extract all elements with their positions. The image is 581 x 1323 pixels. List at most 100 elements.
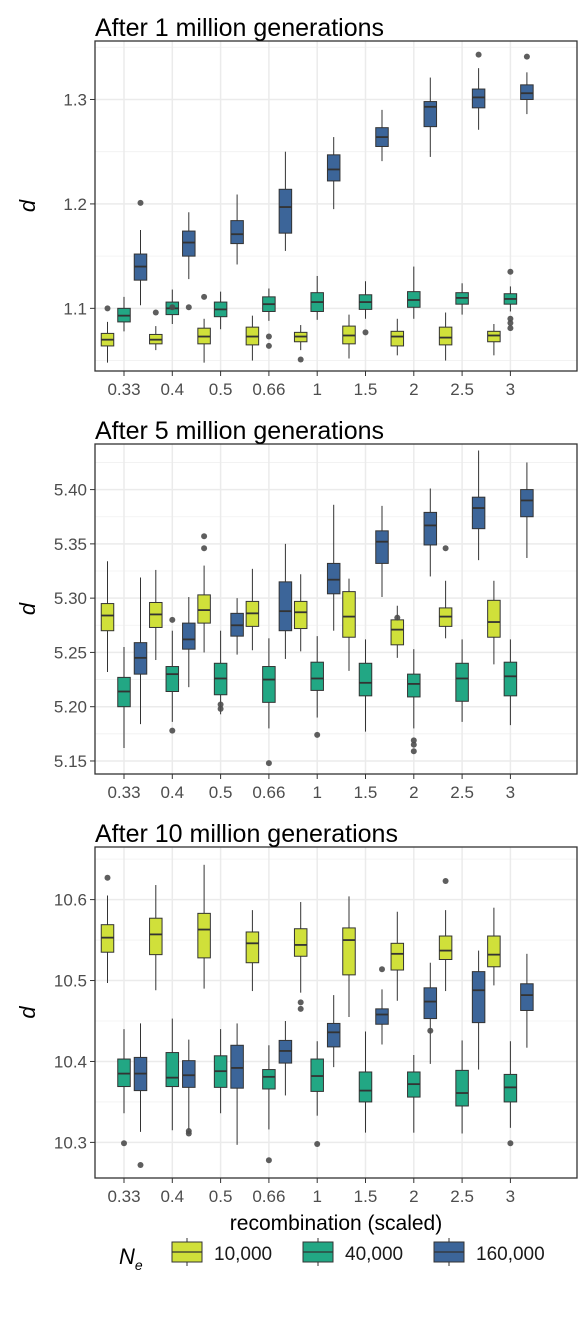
box-160000-0.4	[182, 212, 196, 311]
box-body	[182, 622, 196, 650]
x-tick-label: 1.5	[354, 380, 378, 399]
box-40000-0.4	[165, 1018, 180, 1131]
panel-title: After 5 million generations	[95, 417, 384, 445]
outlier-point	[362, 329, 369, 336]
box-10000-0.5	[197, 864, 211, 989]
x-tick-label: 3	[506, 380, 515, 399]
box-40000-0.4	[165, 616, 180, 734]
box-40000-0.4	[165, 289, 180, 325]
box-10000-0.5	[197, 533, 211, 653]
box-40000-0.5	[213, 1029, 228, 1114]
box-10000-0.33	[100, 874, 115, 983]
y-axis-label: d	[15, 602, 40, 615]
box-body	[326, 562, 341, 595]
box-40000-0.66	[262, 1045, 276, 1164]
box-160000-0.33	[133, 577, 148, 725]
box-40000-2	[407, 1054, 421, 1133]
box-body	[423, 987, 438, 1020]
box-body	[165, 666, 180, 693]
box-10000-2	[390, 605, 405, 658]
outlier-point	[152, 309, 159, 316]
box-160000-2.5	[471, 950, 486, 1070]
y-tick-label: 1.1	[63, 299, 87, 318]
box-40000-1.5	[358, 281, 373, 336]
outlier-point	[442, 877, 449, 884]
outlier-point	[507, 325, 514, 332]
box-body	[438, 935, 453, 960]
box-body	[423, 101, 438, 128]
box-10000-1.5	[342, 314, 356, 359]
x-tick-label: 0.33	[107, 380, 140, 399]
x-tick-label: 1	[312, 783, 321, 802]
outlier-point	[427, 1027, 434, 1034]
box-10000-0.4	[149, 885, 163, 991]
legend-item-40000: 40,000	[302, 1238, 403, 1266]
box-160000-2.5	[471, 51, 486, 130]
x-tick-label: 1.5	[354, 783, 378, 802]
x-tick-label: 0.4	[160, 783, 184, 802]
box-160000-2	[423, 77, 438, 157]
panel-border	[94, 443, 578, 775]
box-body	[358, 1071, 373, 1103]
box-body	[520, 489, 534, 518]
outlier-point	[169, 616, 176, 623]
box-10000-3	[487, 907, 501, 986]
box-40000-1	[310, 636, 324, 738]
outlier-point	[507, 319, 514, 326]
box-body	[438, 326, 453, 346]
box-40000-2.5	[455, 283, 469, 315]
box-10000-0.5	[197, 293, 211, 363]
box-body	[197, 912, 211, 959]
box-40000-0.33	[117, 296, 131, 332]
box-160000-0.4	[182, 597, 196, 688]
box-body	[182, 230, 196, 257]
panel-border	[94, 40, 578, 372]
box-body	[165, 1052, 180, 1088]
outlier-point	[201, 545, 208, 552]
box-40000-2	[407, 266, 421, 319]
outlier-point	[297, 1005, 304, 1012]
box-40000-0.5	[213, 630, 228, 715]
outlier-point	[410, 737, 417, 744]
panel-1: 1.1 1.2 1.3 0.33 0.4 0.5 0.66 1 1.5 2 2.5 3 After 1 …	[15, 14, 578, 399]
box-body	[471, 88, 486, 109]
x-tick-label: 2	[409, 783, 418, 802]
box-40000-1.5	[358, 639, 373, 732]
box-body	[310, 661, 324, 691]
outlier-point	[265, 1157, 272, 1164]
box-body	[471, 496, 486, 530]
box-40000-0.5	[213, 291, 228, 330]
box-body	[278, 581, 293, 632]
panel-2: 5.15 5.20 5.25 5.30 5.35 5.40 0.33 0.4 0.5 0.66 1 1…	[15, 417, 578, 802]
box-body	[149, 917, 163, 956]
box-40000-0.33	[117, 646, 131, 748]
box-10000-0.33	[100, 305, 115, 363]
box-10000-1	[293, 325, 308, 363]
box-10000-0.66	[245, 568, 260, 651]
box-body	[390, 619, 405, 646]
box-body	[326, 1022, 341, 1048]
x-tick-label: 2	[409, 1187, 418, 1206]
box-body	[262, 666, 276, 703]
outlier-point	[137, 1162, 144, 1169]
x-tick-label: 2.5	[450, 380, 474, 399]
legend-label-40000: 40,000	[345, 1244, 403, 1265]
box-10000-0.66	[245, 910, 260, 992]
outlier-point	[185, 1130, 192, 1137]
x-tick-label: 2.5	[450, 783, 474, 802]
box-160000-0.5	[230, 194, 244, 265]
outlier-point	[523, 53, 530, 60]
x-tick-label: 0.5	[209, 783, 233, 802]
outlier-point	[507, 268, 514, 275]
outlier-point	[137, 199, 144, 206]
outlier-point	[121, 1140, 127, 1147]
box-10000-3	[487, 580, 501, 665]
box-body	[197, 594, 211, 624]
y-tick-label: 10.3	[54, 1133, 87, 1152]
x-tick-label: 0.66	[252, 783, 285, 802]
outlier-point	[297, 999, 304, 1006]
legend: Ne 10,000 40,000 160,000	[119, 1238, 545, 1273]
box-160000-0.66	[278, 151, 293, 251]
y-tick-label: 1.2	[63, 195, 87, 214]
